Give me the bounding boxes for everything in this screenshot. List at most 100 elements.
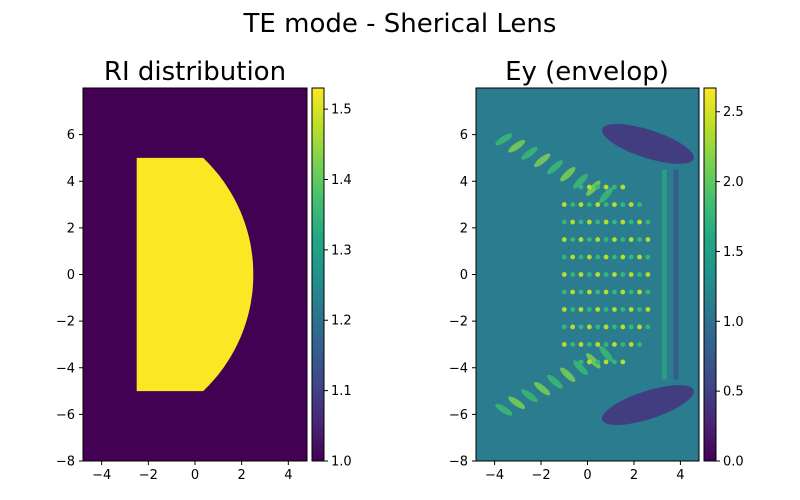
- ey-interference-spot: [578, 359, 584, 365]
- ey-x-tick-label: 2: [630, 468, 638, 483]
- ey-interference-spot: [620, 254, 626, 260]
- ey-interference-spot: [612, 237, 617, 242]
- ey-x-tick-label: −4: [485, 468, 504, 483]
- ey-interference-spot: [595, 202, 601, 207]
- ey-interference-spot: [570, 307, 576, 312]
- ey-colorbar: [703, 87, 717, 462]
- ey-interference-spot: [620, 237, 626, 242]
- ey-y-tick-label: 6: [460, 128, 468, 143]
- ey-interference-spot: [645, 272, 651, 277]
- ri-y-tick-label: −6: [56, 408, 75, 423]
- ey-y-tick-label: −2: [449, 315, 468, 330]
- ey-field-pattern: [495, 124, 694, 425]
- ri-y-tick-label: 6: [67, 128, 75, 143]
- ey-colorbar-tick-label: 0.0: [723, 455, 744, 470]
- ey-interference-spot: [595, 342, 601, 347]
- ey-interference-spot: [578, 342, 584, 347]
- ey-interference-spot: [586, 324, 592, 330]
- ri-y-tick-label: −8: [56, 455, 75, 470]
- ey-shadow-region: [602, 124, 694, 164]
- ey-interference-spot: [603, 289, 609, 295]
- ri-panel: RI distribution −4 −2 0 2 4 −8 −6 −4 −2 0 2 4 6 1.0…: [56, 57, 352, 483]
- ri-lens-region: [136, 157, 254, 392]
- ey-interference-spot: [612, 254, 617, 260]
- ey-interference-spot: [645, 219, 651, 225]
- ey-interference-spot: [620, 289, 626, 295]
- ey-interference-spot: [612, 342, 617, 347]
- ey-fringe: [586, 353, 601, 369]
- ey-interference-spot: [612, 272, 617, 277]
- ey-interference-spot: [586, 307, 592, 312]
- ey-fringe: [521, 389, 538, 403]
- ey-interference-spot: [645, 254, 651, 260]
- ey-interference-spot: [578, 254, 584, 260]
- ey-interference-spot: [603, 219, 609, 225]
- ey-interference-spot: [595, 307, 601, 312]
- ri-x-tick-label: 0: [191, 468, 199, 483]
- ri-colorbar-tick-label: 1.1: [331, 384, 352, 399]
- ey-interference-spot: [586, 237, 592, 242]
- ey-interference-spot: [570, 272, 576, 277]
- ey-interference-spot: [595, 272, 601, 277]
- ey-colorbar-tick-label: 1.0: [723, 315, 744, 330]
- ey-interference-spot: [603, 272, 609, 277]
- ri-colorbar-tick-label: 1.3: [331, 243, 352, 258]
- ey-interference-spot: [620, 272, 626, 277]
- ey-interference-spot: [595, 219, 601, 225]
- ey-fringe: [534, 382, 551, 396]
- ey-fringe: [495, 403, 513, 416]
- ey-interference-spot: [586, 272, 592, 277]
- ey-interference-spot: [603, 324, 609, 330]
- ri-colorbar-tick-label: 1.0: [331, 455, 352, 470]
- ey-x-axis: −4 −2 0 2 4: [485, 461, 685, 483]
- ri-colorbar-ticks: 1.0 1.1 1.2 1.3 1.4 1.5: [324, 103, 352, 470]
- ey-interference-spot: [586, 184, 592, 190]
- ri-colorbar-tick-label: 1.4: [331, 173, 352, 188]
- ey-interference-spot: [595, 289, 601, 295]
- ey-interference-spot: [561, 219, 567, 225]
- ey-interference-spot: [603, 342, 609, 347]
- ey-interference-spot: [561, 342, 567, 347]
- ey-fringe: [573, 173, 588, 189]
- ey-fringe: [508, 140, 526, 153]
- ey-x-tick-label: −2: [531, 468, 550, 483]
- ey-colorbar-tick-label: 2.0: [723, 175, 744, 190]
- ey-fringe: [573, 360, 588, 376]
- ey-interference-spot: [578, 272, 584, 277]
- ey-interference-spot: [578, 237, 584, 242]
- ey-y-tick-label: 2: [460, 221, 468, 236]
- ey-fringe: [521, 146, 538, 160]
- ey-y-tick-label: 4: [460, 175, 468, 190]
- ey-transmitted-band: [661, 169, 667, 380]
- ri-y-tick-label: −4: [56, 361, 75, 376]
- ey-panel-title: Ey (envelop): [505, 57, 669, 87]
- ey-colorbar-tick-label: 0.5: [723, 385, 744, 400]
- ey-y-tick-label: −4: [449, 361, 468, 376]
- ey-fringe: [547, 374, 563, 389]
- ri-x-tick-label: 2: [238, 468, 246, 483]
- ey-fringe: [599, 187, 614, 204]
- ey-fringe: [534, 153, 551, 167]
- ey-interference-spot: [645, 307, 651, 312]
- ey-interference-spot: [561, 272, 567, 277]
- ey-interference-spot: [578, 184, 584, 190]
- ri-x-tick-label: −4: [92, 468, 111, 483]
- ey-fringe: [508, 396, 526, 409]
- ey-interference-spot: [620, 307, 626, 312]
- ri-colorbar-tick-label: 1.2: [331, 314, 352, 329]
- ey-interference-spot: [612, 219, 617, 225]
- ey-x-tick-label: 0: [583, 468, 591, 483]
- ey-interference-spot: [578, 219, 584, 225]
- ey-fringe: [586, 180, 601, 196]
- ey-interference-spot: [628, 307, 634, 312]
- ey-interference-spot: [586, 254, 592, 260]
- ey-y-tick-label: −6: [449, 408, 468, 423]
- ey-interference-spot: [603, 307, 609, 312]
- ey-interference-spot: [637, 202, 642, 207]
- ey-interference-spot: [620, 202, 626, 207]
- ey-interference-spot: [603, 202, 609, 207]
- ey-x-tick-label: 4: [676, 468, 684, 483]
- ey-interference-spot: [570, 324, 576, 330]
- ey-interference-spot: [628, 272, 634, 277]
- ey-interference-spot: [570, 254, 576, 260]
